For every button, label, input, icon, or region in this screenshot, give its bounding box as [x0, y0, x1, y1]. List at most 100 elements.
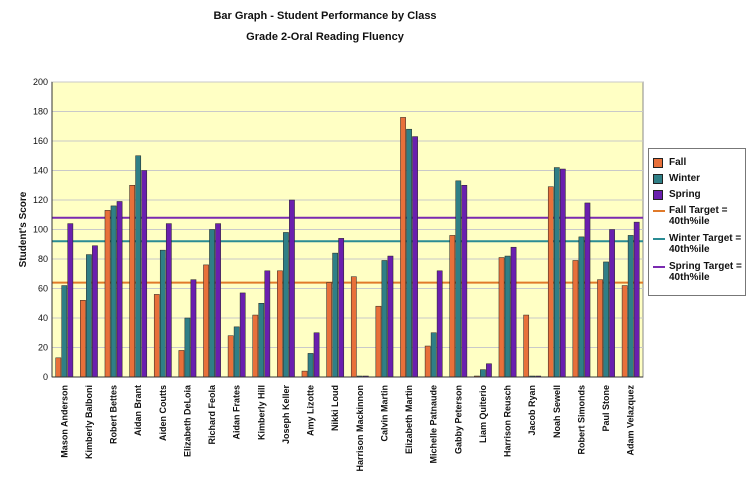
bar: [239, 292, 246, 378]
y-tick-label: 120: [33, 195, 48, 205]
bar: [553, 167, 560, 378]
bar: [233, 326, 240, 378]
legend-swatch: [653, 158, 663, 168]
bar: [381, 260, 388, 378]
x-tick-label: Aidan Brant: [133, 385, 143, 436]
bar: [498, 257, 505, 378]
bar: [621, 285, 628, 378]
bar: [578, 236, 585, 378]
y-tick-label: 140: [33, 166, 48, 176]
x-tick-label: Amy Lizotte: [306, 385, 316, 436]
bar: [480, 369, 486, 378]
bar: [436, 270, 443, 378]
legend-label: Spring Target = 40th%ile: [669, 261, 742, 283]
x-tick-label: Jacob Ryan: [527, 385, 537, 436]
bar: [461, 185, 468, 378]
plot-area: 0 20 40 60 80 100 120 140 160 180 200 Student's Sco…: [18, 77, 644, 472]
bar: [633, 221, 640, 378]
bar: [523, 314, 530, 378]
bar: [455, 180, 462, 378]
x-tick-label: Harrison Reusch: [503, 385, 513, 457]
bar: [135, 155, 142, 378]
bar: [510, 246, 517, 378]
x-tick-label: Michelle Patnaude: [429, 385, 439, 464]
x-tick-label: Aiden Coutts: [158, 385, 168, 441]
bar: [67, 223, 74, 378]
x-tick-label: Liam Quiterio: [478, 385, 488, 444]
bar: [332, 252, 339, 378]
bar: [252, 314, 259, 378]
bar: [559, 168, 566, 378]
y-tick-label: 160: [33, 136, 48, 146]
bar: [603, 261, 609, 378]
bar: [289, 199, 295, 378]
x-tick-label: Elizabeth Martin: [404, 385, 414, 454]
x-tick-label: Gabby Peterson: [453, 385, 463, 454]
bar: [55, 357, 62, 378]
y-tick-label: 200: [33, 77, 48, 87]
x-tick-label: Calvin Martin: [379, 385, 389, 442]
x-tick-label: Kimberly Balboni: [84, 385, 94, 459]
bar: [129, 185, 136, 378]
legend-swatch: [653, 190, 663, 200]
bar: [400, 117, 406, 378]
legend-line-sample: [653, 266, 665, 268]
bar: [504, 255, 511, 378]
y-tick-label: 0: [43, 372, 48, 382]
bar: [424, 345, 431, 378]
legend-swatch: [653, 174, 663, 184]
bar: [178, 350, 185, 378]
x-tick-label: Kimberly Hill: [256, 385, 266, 440]
bar: [412, 136, 418, 378]
bar: [227, 335, 234, 378]
x-tick-label: Joseph Keller: [281, 385, 291, 445]
bar: [627, 235, 634, 378]
bar: [203, 264, 209, 378]
chart-subtitle: Grade 2-Oral Reading Fluency: [246, 31, 404, 43]
legend-label: Winter Target = 40th%ile: [669, 233, 742, 255]
bar: [104, 210, 111, 378]
x-tick-label: Harrison Mackinnon: [355, 385, 365, 472]
y-axis-label: Student's Score: [18, 191, 29, 267]
bar: [307, 353, 314, 378]
bar: [338, 238, 345, 378]
bar: [449, 235, 456, 378]
y-tick-label: 100: [33, 225, 48, 235]
bar: [313, 332, 320, 378]
legend-label: Winter: [669, 173, 701, 184]
bar: [572, 260, 579, 378]
bar: [215, 223, 221, 378]
x-tick-label: Paul Stone: [601, 385, 611, 432]
x-tick-label: Aidan Frates: [232, 385, 242, 440]
bar: [430, 332, 437, 378]
bar: [92, 245, 98, 378]
bar: [86, 254, 92, 378]
x-tick-label: Adam Velazquez: [626, 385, 636, 456]
legend-label: Spring: [669, 189, 701, 200]
y-tick-label: 60: [38, 284, 48, 294]
x-tick-label: Elizabeth DeLoia: [182, 384, 192, 457]
bar: [264, 270, 271, 378]
bar: [486, 363, 492, 378]
y-tick-label: 180: [33, 107, 48, 117]
x-tick-label: Robert Simonds: [576, 385, 586, 455]
y-tick-label: 40: [38, 313, 48, 323]
legend-label: Fall Target = 40th%ile: [669, 205, 728, 227]
bar: [375, 305, 382, 378]
bar: [301, 370, 308, 378]
bar: [350, 276, 357, 378]
bar: [61, 285, 68, 378]
legend-line-sample: [653, 210, 665, 212]
bar: [141, 170, 148, 378]
bar: [597, 279, 603, 378]
bar: [387, 255, 394, 378]
chart-title: Bar Graph - Student Performance by Class: [213, 10, 437, 22]
x-tick-label: Richard Feola: [207, 384, 217, 445]
bar: [80, 300, 86, 378]
bar: [209, 229, 215, 378]
bar: [116, 201, 123, 378]
legend-line-sample: [653, 238, 665, 240]
bar: [165, 223, 172, 378]
bar: [326, 282, 333, 378]
